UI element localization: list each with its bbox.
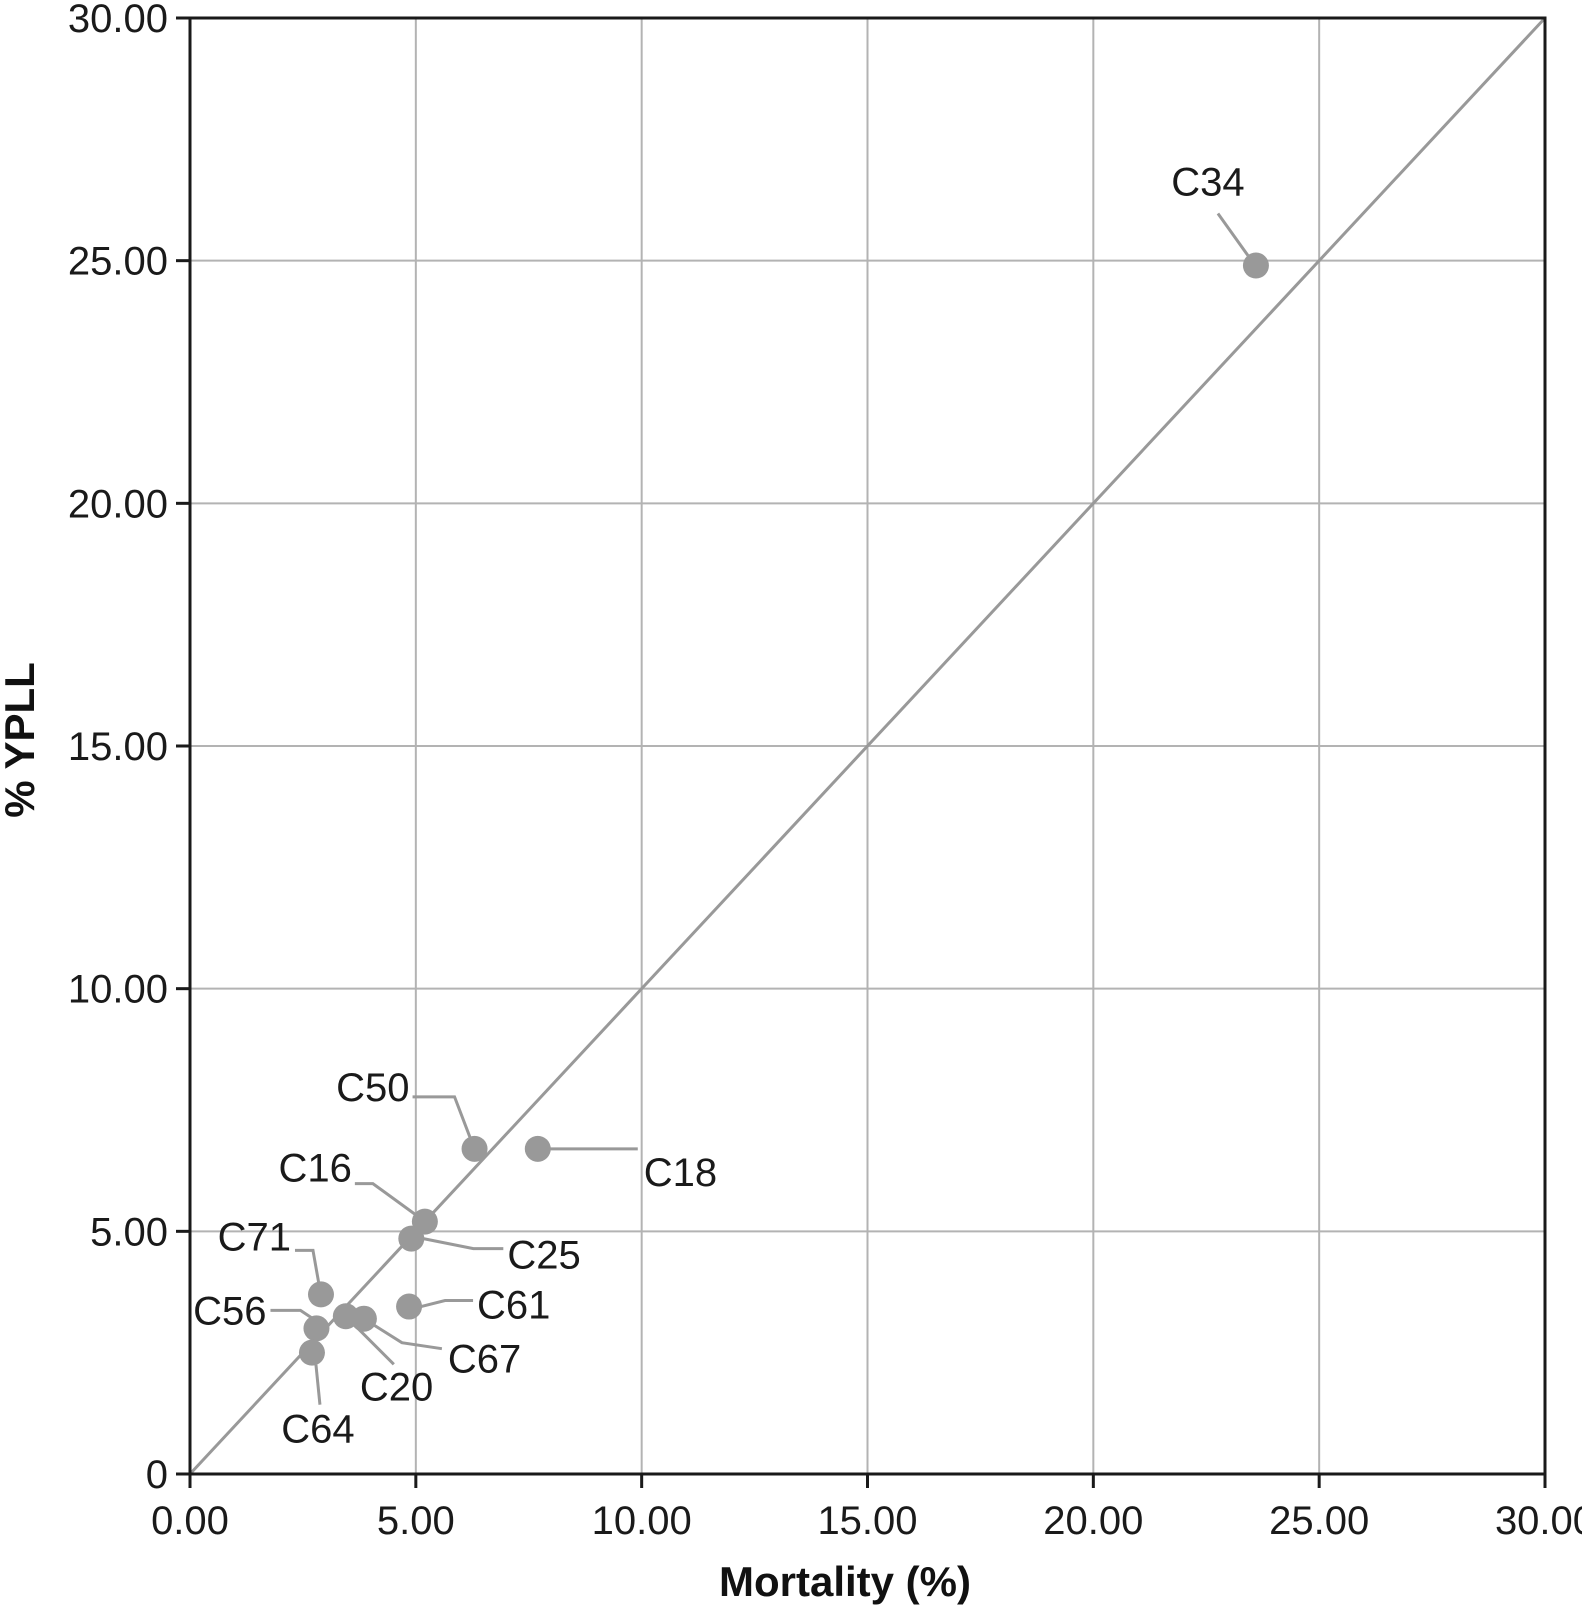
leader-line-c64 xyxy=(314,1364,322,1405)
y-tick-label: 15.00 xyxy=(68,725,168,769)
leader-line-c71 xyxy=(294,1248,321,1285)
leader-line-c56 xyxy=(270,1308,314,1320)
point-label-c71: C71 xyxy=(218,1215,291,1259)
point-label-c18: C18 xyxy=(644,1151,717,1195)
point-label-c50: C50 xyxy=(336,1066,409,1110)
x-axis-ticks: 0.00 5.00 10.00 15.00 20.00 25.00 30.00 xyxy=(151,1474,1582,1543)
point-label-c16: C16 xyxy=(278,1147,351,1191)
point-label-c67: C67 xyxy=(448,1338,521,1382)
leader-line-c34 xyxy=(1216,212,1250,257)
y-tick-label: 30.00 xyxy=(68,0,168,41)
data-point-c71 xyxy=(307,1281,334,1308)
y-tick-label: 20.00 xyxy=(68,482,168,526)
y-tick-label: 5.00 xyxy=(90,1210,168,1254)
x-tick-label: 0.00 xyxy=(151,1499,229,1543)
data-point-c56 xyxy=(303,1315,330,1342)
point-label-c64: C64 xyxy=(281,1408,354,1452)
label-leader-lines xyxy=(270,212,1250,1405)
data-point-c20 xyxy=(332,1303,359,1330)
y-tick-label: 25.00 xyxy=(68,240,168,284)
data-point-c50 xyxy=(461,1135,488,1162)
point-label-c20: C20 xyxy=(360,1365,433,1409)
data-points xyxy=(298,252,1269,1366)
y-tick-label: 0 xyxy=(146,1453,168,1497)
leader-line-c61 xyxy=(420,1299,474,1309)
y-axis-ticks: 0 5.00 10.00 15.00 20.00 25.00 30.00 xyxy=(68,0,190,1497)
point-label-c25: C25 xyxy=(507,1234,580,1278)
x-tick-label: 10.00 xyxy=(592,1499,692,1543)
point-label-c61: C61 xyxy=(477,1284,550,1328)
data-point-c61 xyxy=(396,1293,423,1320)
x-tick-label: 20.00 xyxy=(1043,1499,1143,1543)
data-point-c18 xyxy=(524,1135,551,1162)
y-axis-title: % YPLL xyxy=(0,662,43,818)
leader-line-c50 xyxy=(412,1095,472,1140)
data-point-c64 xyxy=(298,1339,325,1366)
leader-line-c67 xyxy=(363,1317,443,1351)
x-axis-title: Mortality (%) xyxy=(719,1558,971,1605)
leader-line-c16 xyxy=(354,1182,418,1217)
y-tick-label: 10.00 xyxy=(68,968,168,1012)
point-label-c34: C34 xyxy=(1171,161,1244,205)
x-tick-label: 15.00 xyxy=(817,1499,917,1543)
x-tick-label: 30.00 xyxy=(1495,1499,1582,1543)
data-point-c25 xyxy=(398,1225,425,1252)
x-tick-label: 25.00 xyxy=(1269,1499,1369,1543)
point-label-c56: C56 xyxy=(193,1289,266,1333)
leader-line-c25 xyxy=(423,1237,504,1251)
x-tick-label: 5.00 xyxy=(377,1499,455,1543)
data-point-c34 xyxy=(1242,252,1269,279)
